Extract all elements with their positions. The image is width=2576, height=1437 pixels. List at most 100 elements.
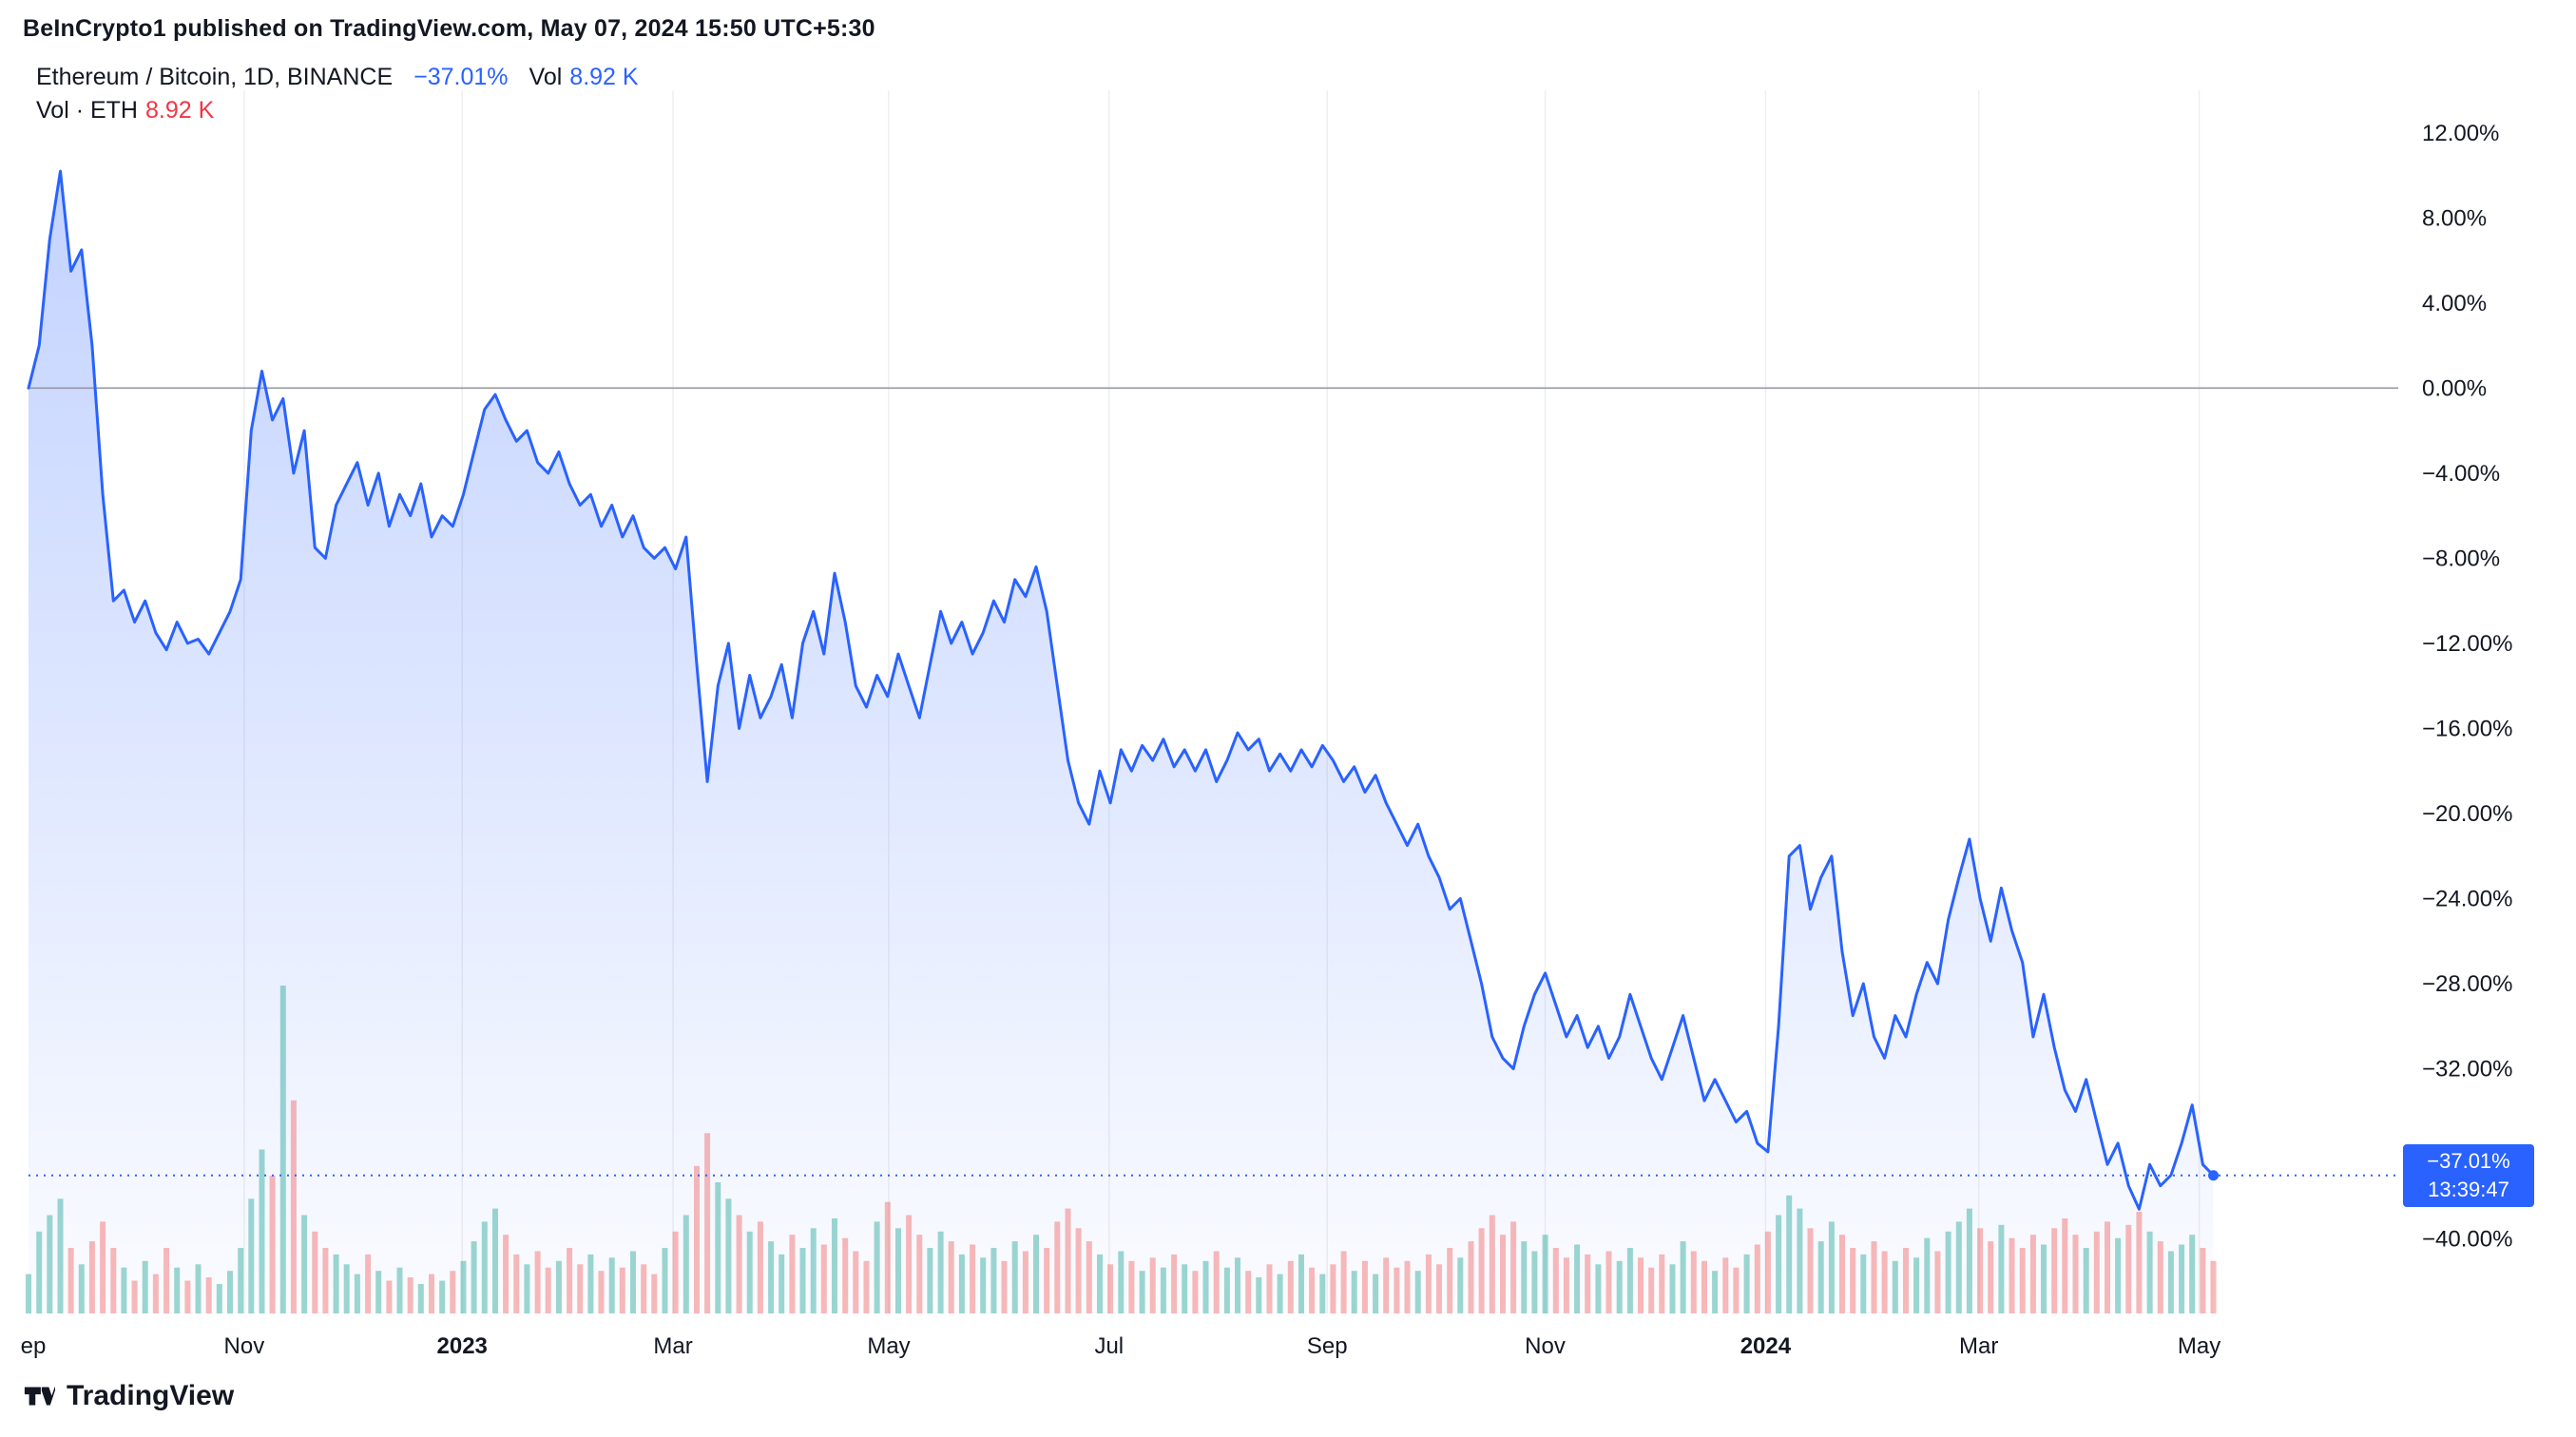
volume-bar xyxy=(513,1254,520,1313)
volume-bar xyxy=(1489,1215,1495,1313)
volume-bar xyxy=(88,1241,95,1313)
last-price-value: −37.01% xyxy=(2427,1149,2510,1173)
volume-bar xyxy=(1011,1241,1018,1313)
volume-bar xyxy=(142,1260,148,1313)
volume-bar xyxy=(1807,1228,1814,1313)
volume-bar xyxy=(789,1235,796,1313)
volume-bar xyxy=(343,1264,350,1314)
volume-bar xyxy=(1414,1271,1421,1314)
volume-bar xyxy=(290,1100,297,1314)
volume-bar xyxy=(1182,1264,1188,1314)
volume-bar xyxy=(174,1267,181,1313)
volume-bar xyxy=(779,1254,785,1313)
volume-bar xyxy=(1701,1260,1707,1313)
volume-bar xyxy=(417,1284,424,1313)
volume-bar xyxy=(1309,1267,1316,1313)
volume-bar xyxy=(1149,1257,1156,1313)
volume-bar xyxy=(587,1254,594,1313)
volume-bar xyxy=(1574,1244,1581,1313)
volume-bar xyxy=(2051,1228,2058,1313)
volume-bar xyxy=(1988,1241,1994,1313)
volume-bar xyxy=(768,1241,775,1313)
volume-bar xyxy=(842,1237,849,1313)
footer: TradingView xyxy=(23,1380,234,1412)
volume-bar xyxy=(503,1235,509,1313)
x-axis-label: Sep xyxy=(1307,1333,1348,1359)
volume-bar xyxy=(1033,1235,1039,1313)
volume-bar xyxy=(216,1284,222,1313)
x-axis-label: May xyxy=(867,1333,910,1359)
volume-bar xyxy=(895,1228,901,1313)
volume-bar xyxy=(1054,1221,1061,1313)
volume-bar xyxy=(386,1280,393,1313)
volume-bar xyxy=(810,1228,817,1313)
volume-bar xyxy=(1521,1241,1528,1313)
volume-bar xyxy=(1733,1267,1740,1313)
price-scale[interactable] xyxy=(2405,90,2576,1316)
volume-bar xyxy=(2200,1248,2206,1313)
volume-bar xyxy=(2125,1224,2132,1313)
volume-bar xyxy=(927,1248,933,1313)
x-axis-label: ep xyxy=(21,1333,47,1359)
volume-bar xyxy=(1351,1271,1357,1314)
volume-bar xyxy=(2029,1235,2036,1313)
volume-bar xyxy=(853,1251,859,1313)
volume-bar xyxy=(2041,1244,2047,1313)
legend-vol-label: Vol xyxy=(529,64,563,90)
volume-bar xyxy=(2083,1248,2089,1313)
y-axis-label: −20.00% xyxy=(2422,801,2512,827)
tradingview-wordmark[interactable]: TradingView xyxy=(67,1380,235,1411)
volume-bar xyxy=(662,1248,668,1313)
volume-bar xyxy=(312,1231,318,1314)
volume-bar xyxy=(1595,1264,1602,1314)
legend-change-value: −37.01% xyxy=(413,64,509,90)
x-axis-label: Jul xyxy=(1094,1333,1124,1359)
volume-bar xyxy=(1945,1231,1951,1314)
volume-bar xyxy=(2093,1231,2100,1314)
x-axis-label: Mar xyxy=(1959,1333,1998,1359)
volume-bar xyxy=(1860,1254,1867,1313)
volume-bar xyxy=(799,1248,806,1313)
volume-bar xyxy=(598,1271,605,1314)
y-axis-label: 12.00% xyxy=(2422,121,2499,146)
y-axis-label: −12.00% xyxy=(2422,631,2512,657)
price-line xyxy=(27,169,2215,1211)
volume-bar xyxy=(1223,1267,1230,1313)
volume-bar xyxy=(1616,1260,1623,1313)
volume-bar xyxy=(100,1221,106,1313)
volume-bar xyxy=(1542,1235,1548,1313)
tradingview-logo-icon[interactable] xyxy=(23,1380,55,1412)
legend-symbol[interactable]: Ethereum / Bitcoin, 1D, BINANCE xyxy=(36,64,394,90)
volume-bar xyxy=(1786,1195,1793,1313)
volume-bar xyxy=(1712,1271,1719,1314)
volume-bar xyxy=(1638,1257,1644,1313)
volume-bar xyxy=(2179,1244,2185,1313)
volume-bar xyxy=(1531,1251,1538,1313)
volume-bar xyxy=(1892,1260,1898,1313)
volume-bar xyxy=(279,986,286,1313)
volume-bar xyxy=(672,1231,679,1314)
volume-bar xyxy=(238,1248,244,1313)
volume-bar xyxy=(1277,1274,1283,1313)
volume-bar xyxy=(694,1165,700,1314)
time-scale[interactable] xyxy=(0,1319,2405,1376)
last-price-badge: −37.01% 13:39:47 xyxy=(2403,1144,2534,1207)
volume-bar xyxy=(2189,1235,2196,1313)
volume-bar xyxy=(67,1248,74,1313)
volume-bar xyxy=(1680,1241,1686,1313)
legend-row-volume: Vol · ETH 8.92 K xyxy=(36,94,639,127)
volume-bar xyxy=(26,1274,31,1313)
volume-bar xyxy=(863,1260,870,1313)
volume-bar xyxy=(1171,1254,1178,1313)
volume-bar xyxy=(471,1241,477,1313)
volume-bar xyxy=(1850,1248,1856,1313)
volume-bar xyxy=(1361,1260,1368,1313)
legend-volume-label[interactable]: Vol · ETH xyxy=(36,97,138,124)
last-price-dot xyxy=(2208,1170,2220,1181)
volume-bar xyxy=(1340,1251,1347,1313)
volume-bar xyxy=(1001,1260,1008,1313)
volume-bar xyxy=(78,1264,85,1314)
volume-bar xyxy=(1690,1251,1697,1313)
volume-bar xyxy=(704,1133,711,1314)
